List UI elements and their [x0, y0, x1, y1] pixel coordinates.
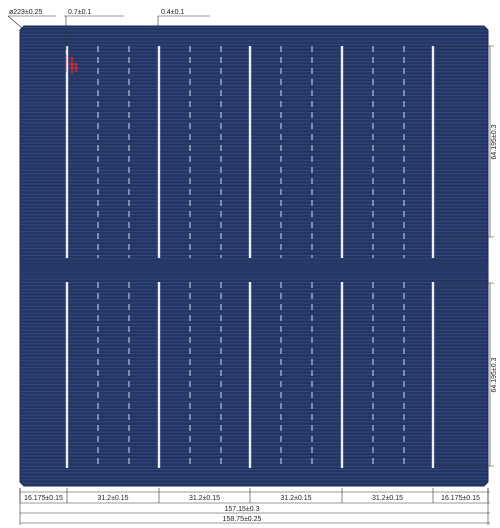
center-gap-band: [20, 262, 488, 278]
right-dimensions: [434, 45, 494, 467]
chamfer-diameter-label: ø223±0.25: [9, 9, 43, 16]
cell-body: [19, 25, 489, 487]
busbar-span-label: 157.15±0.3: [225, 506, 260, 513]
busbar-width-label: 0.7±0.1: [68, 9, 91, 16]
wafer-width-label: 158.75±0.25: [223, 516, 262, 523]
finger-width-label: 0.4±0.1: [161, 9, 184, 16]
segment-width-label: 31.2±0.15: [280, 495, 311, 502]
segment-width-label: 31.2±0.15: [97, 495, 128, 502]
solar-cell: [19, 25, 489, 487]
top-half-height-label: 64.195±0.3: [491, 124, 498, 159]
bottom-dimensions: [19, 488, 490, 503]
segment-width-label: 31.2±0.15: [372, 495, 403, 502]
segment-width-label: 16.175±0.15: [24, 495, 63, 502]
company-logo-icon: [65, 54, 78, 74]
segment-width-label: 31.2±0.15: [189, 495, 220, 502]
segment-width-label: 16.175±0.15: [441, 495, 480, 502]
bottom-half-height-label: 64.195±0.3: [491, 357, 498, 392]
top-dimension-labels: [7, 15, 210, 50]
